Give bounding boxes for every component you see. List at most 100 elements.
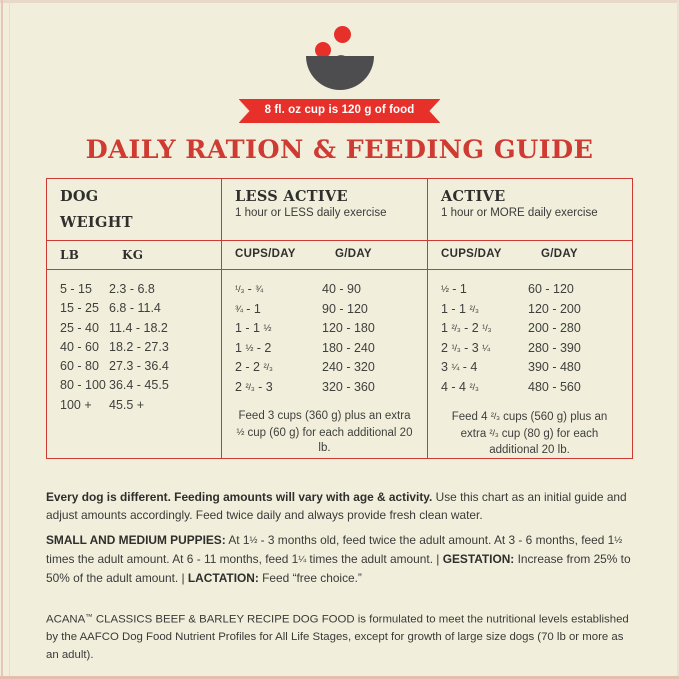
label-puppies: SMALL AND MEDIUM PUPPIES: [46, 533, 226, 547]
cell-active-g: 60 - 120 [528, 282, 574, 296]
cell-less-g: 240 - 320 [322, 360, 375, 375]
text-puppies: At 1½ - 3 months old, feed twice the adu… [46, 533, 623, 567]
table-row: 15 - 25 6.8 - 11.4 [47, 299, 221, 318]
table-row: 60 - 80 27.3 - 36.4 [47, 357, 221, 376]
cell-less-cups: 1 - 1 ½ [235, 321, 272, 336]
cell-lb: 80 - 100 [60, 378, 106, 393]
decor-edge-top [0, 0, 679, 3]
cell-active-cups: 1 ²/₃ - 2 ¹/₃ [441, 321, 492, 336]
table-row: 100 + 45.5 + [47, 396, 221, 415]
group-title-line1: DOG [60, 188, 99, 205]
table-row: 80 - 100 36.4 - 45.5 [47, 376, 221, 395]
cell-lb: 15 - 25 [60, 301, 99, 316]
cell-lb: 60 - 80 [60, 359, 99, 374]
column-header-active-g: G/DAY [541, 248, 578, 260]
cell-active-g: 120 - 200 [528, 301, 581, 316]
cell-less-cups: ¾ - 1 [235, 301, 261, 316]
cup-conversion-banner: 8 fl. oz cup is 120 g of food [0, 99, 679, 123]
cell-active-g: 480 - 560 [528, 379, 581, 394]
bowl-shape-icon [306, 56, 374, 90]
table-group-header-row: DOG WEIGHT LESS ACTIVE 1 hour or LESS da… [47, 179, 632, 241]
cell-less-cups: 2 - 2 ²/₃ [235, 360, 273, 375]
cell-active-cups: 2 ¹/₃ - 3 ¼ [441, 340, 490, 355]
cell-active-cups: 4 - 4 ²/₃ [441, 379, 479, 394]
table-row: 1 - 1 ½ 120 - 180 [222, 319, 427, 339]
brand-name: ACANA [46, 613, 86, 626]
cell-lb: 40 - 60 [60, 339, 99, 354]
cell-less-g: 90 - 120 [322, 301, 368, 316]
column-header-less-g: G/DAY [335, 248, 372, 260]
cell-less-g: 180 - 240 [322, 340, 375, 355]
cup-conversion-text: 8 fl. oz cup is 120 g of food [264, 104, 415, 116]
text-lactation: Feed “free choice.” [258, 571, 362, 586]
decor-edge-left-outer [1, 0, 3, 679]
ribbon-notch-left-icon [238, 99, 250, 123]
decor-edge-right [677, 0, 679, 679]
cell-kg: 27.3 - 36.4 [109, 359, 169, 374]
table-row: 2 ²/₃ - 3 320 - 360 [222, 378, 427, 398]
cell-less-g: 120 - 180 [322, 321, 375, 336]
table-row: ¹/₃ - ¾ 40 - 90 [222, 280, 427, 300]
feeding-table: DOG WEIGHT LESS ACTIVE 1 hour or LESS da… [46, 178, 633, 460]
cell-less-g: 40 - 90 [322, 282, 361, 296]
cell-active-g: 280 - 390 [528, 340, 581, 355]
kibble-dot-icon [334, 26, 351, 43]
general-guidance-rest: Use this chart as an initial guide and a… [46, 490, 627, 523]
cell-less-cups: ¹/₃ - ¾ [235, 282, 264, 297]
footnote-active: Feed 4 ²/₃ cups (560 g) plus an extra ²/… [451, 411, 608, 456]
data-column-weight: 5 - 15 2.3 - 6.8 15 - 25 6.8 - 11.4 25 - 40 1… [47, 270, 221, 458]
paragraph-general-guidance: Every dog is different. Feeding amounts … [46, 488, 638, 525]
table-row: ¾ - 1 90 - 120 [222, 300, 427, 320]
table-row: 25 - 40 11.4 - 18.2 [47, 319, 221, 338]
footnote-less-active: Feed 3 cups (360 g) plus an extra ½ cup … [236, 410, 413, 455]
group-header-active: ACTIVE 1 hour or MORE daily exercise [427, 179, 631, 240]
cell-kg: 18.2 - 27.3 [109, 339, 169, 354]
cell-less-cups: 1 ½ - 2 [235, 340, 272, 355]
food-bowl-icon [0, 0, 679, 95]
cell-lb: 25 - 40 [60, 320, 99, 335]
general-guidance-lead: Every dog is different. Feeding amounts … [46, 490, 433, 504]
cell-kg: 2.3 - 6.8 [109, 282, 155, 296]
cell-active-g: 200 - 280 [528, 321, 581, 336]
table-row: 2 ¹/₃ - 3 ¼ 280 - 390 [428, 339, 631, 359]
ribbon-notch-right-icon [429, 99, 441, 123]
paragraph-aafco-statement: ACANA™ CLASSICS BEEF & BARLEY RECIPE DOG… [46, 608, 638, 664]
table-row: 1 - 1 ²/₃ 120 - 200 [428, 300, 631, 320]
group-title-active: ACTIVE [441, 188, 506, 205]
column-headers-weight: LB KG [47, 241, 221, 269]
label-gestation: GESTATION: [442, 552, 515, 567]
cell-kg: 36.4 - 45.5 [109, 378, 169, 393]
table-row: 5 - 15 2.3 - 6.8 [47, 280, 221, 299]
cell-less-cups: 2 ²/₃ - 3 [235, 379, 273, 394]
group-subtitle-less-active: 1 hour or LESS daily exercise [235, 207, 387, 219]
cell-active-g: 390 - 480 [528, 360, 581, 375]
data-column-less-active: ¹/₃ - ¾ 40 - 90 ¾ - 1 90 - 120 1 - 1 ½ 120 - … [221, 270, 427, 459]
cell-active-cups: ½ - 1 [441, 282, 467, 297]
group-header-less-active: LESS ACTIVE 1 hour or LESS daily exercis… [221, 179, 427, 240]
table-row: 3 ¼ - 4 390 - 480 [428, 358, 631, 378]
label-lactation: LACTATION: [187, 571, 259, 586]
cell-kg: 45.5 + [109, 397, 145, 412]
table-row: 2 - 2 ²/₃ 240 - 320 [222, 358, 427, 378]
table-column-header-row: LB KG CUPS/DAY G/DAY CUPS/DAY G/DAY [47, 241, 632, 270]
cell-less-g: 320 - 360 [322, 379, 375, 394]
table-row: 4 - 4 ²/₃ 480 - 560 [428, 378, 631, 398]
cell-kg: 11.4 - 18.2 [109, 320, 168, 335]
table-data-band: 5 - 15 2.3 - 6.8 15 - 25 6.8 - 11.4 25 - 40 1… [47, 270, 632, 459]
cell-lb: 5 - 15 [60, 282, 92, 296]
trademark-symbol: ™ [85, 612, 93, 621]
kibble-dot-icon [315, 42, 331, 58]
aafco-text: CLASSICS BEEF & BARLEY RECIPE DOG FOOD i… [46, 613, 629, 662]
cell-lb: 100 + [60, 397, 92, 412]
table-row: 1 ½ - 2 180 - 240 [222, 339, 427, 359]
cell-active-cups: 1 - 1 ²/₃ [441, 301, 479, 316]
group-subtitle-active: 1 hour or MORE daily exercise [441, 207, 598, 219]
decor-edge-bottom [0, 676, 679, 679]
table-row: ½ - 1 60 - 120 [428, 280, 631, 300]
table-row: 40 - 60 18.2 - 27.3 [47, 338, 221, 357]
page-title: DAILY RATION & FEEDING GUIDE [85, 135, 594, 165]
group-header-dog-weight: DOG WEIGHT [47, 179, 221, 240]
column-headers-less-active: CUPS/DAY G/DAY [221, 241, 427, 269]
decor-edge-left-inner [9, 0, 10, 679]
table-row: 1 ²/₃ - 2 ¹/₃ 200 - 280 [428, 319, 631, 339]
